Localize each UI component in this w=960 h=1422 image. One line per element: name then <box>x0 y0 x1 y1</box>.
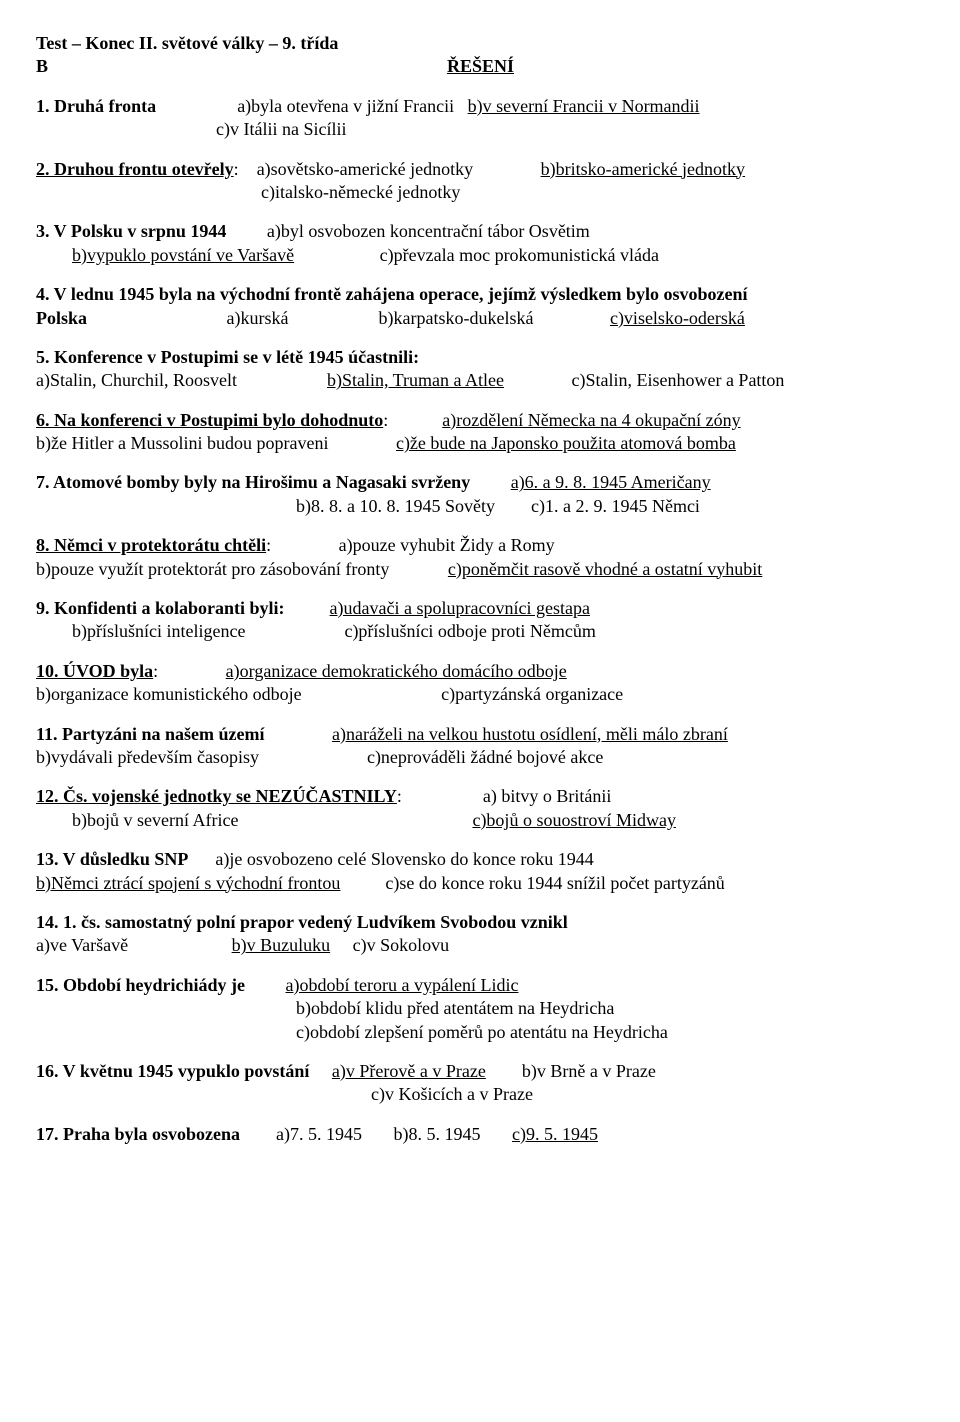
q11-c: c)neprováděli žádné bojové akce <box>367 747 603 767</box>
question-6: 6. Na konferenci v Postupimi bylo dohodn… <box>36 409 924 456</box>
q4-stem1: 4. V lednu 1945 byla na východní frontě … <box>36 284 748 304</box>
q15-stem: 15. Období heydrichiády je <box>36 975 245 995</box>
question-8: 8. Němci v protektorátu chtěli: a)pouze … <box>36 534 924 581</box>
q13-b: b)Němci ztrácí spojení s východní fronto… <box>36 873 340 893</box>
q17-b: b)8. 5. 1945 <box>394 1124 481 1144</box>
q3-c: c)převzala moc prokomunistická vláda <box>380 245 659 265</box>
q10-b: b)organizace komunistického odboje <box>36 684 302 704</box>
q6-stem: 6. Na konferenci v Postupimi bylo dohodn… <box>36 410 383 430</box>
question-17: 17. Praha byla osvobozena a)7. 5. 1945 b… <box>36 1123 924 1146</box>
q14-b: b)v Buzuluku <box>232 935 331 955</box>
q4-c: c)viselsko-oderská <box>610 308 745 328</box>
question-7: 7. Atomové bomby byly na Hirošimu a Naga… <box>36 471 924 518</box>
q10-stem: 10. ÚVOD byla <box>36 661 153 681</box>
question-9: 9. Konfidenti a kolaboranti byli: a)udav… <box>36 597 924 644</box>
q13-stem: 13. V důsledku SNP <box>36 849 188 869</box>
q4-b: b)karpatsko-dukelská <box>379 308 534 328</box>
q5-stem: 5. Konference v Postupimi se v létě 1945… <box>36 347 419 367</box>
q2-b: b)britsko-americké jednotky <box>541 159 745 179</box>
q11-b: b)vydávali především časopisy <box>36 747 259 767</box>
q9-b: b)příslušníci inteligence <box>72 621 245 641</box>
q3-a: a)byl osvobozen koncentrační tábor Osvět… <box>267 221 590 241</box>
header: Test – Konec II. světové války – 9. tříd… <box>36 32 924 79</box>
q7-c: c)1. a 2. 9. 1945 Němci <box>531 496 700 516</box>
q11-stem: 11. Partyzáni na našem území <box>36 724 264 744</box>
question-10: 10. ÚVOD byla: a)organizace demokratické… <box>36 660 924 707</box>
q2-c: c)italsko-německé jednotky <box>36 181 460 204</box>
q8-b: b)pouze využít protektorát pro zásobován… <box>36 559 389 579</box>
q10-c: c)partyzánská organizace <box>441 684 623 704</box>
q16-b: b)v Brně a v Praze <box>522 1061 656 1081</box>
q12-c: c)bojů o souostroví Midway <box>472 810 675 830</box>
q12-b: b)bojů v severní Africe <box>72 810 238 830</box>
question-4: 4. V lednu 1945 byla na východní frontě … <box>36 283 924 330</box>
q16-a: a)v Přerově a v Praze <box>332 1061 486 1081</box>
question-13: 13. V důsledku SNP a)je osvobozeno celé … <box>36 848 924 895</box>
q1-stem: 1. Druhá fronta <box>36 96 156 116</box>
variant: B <box>36 55 48 78</box>
title: Test – Konec II. světové války – 9. tříd… <box>36 32 924 55</box>
q1-b: b)v severní Francii v Normandii <box>468 96 700 116</box>
q13-c: c)se do konce roku 1944 snížil počet par… <box>385 873 724 893</box>
q15-c: c)období zlepšení poměrů po atentátu na … <box>36 1021 668 1044</box>
q16-stem: 16. V květnu 1945 vypuklo povstání <box>36 1061 309 1081</box>
q9-stem: 9. Konfidenti a kolaboranti byli: <box>36 598 285 618</box>
q14-stem: 14. 1. čs. samostatný polní prapor veden… <box>36 912 568 932</box>
q3-stem: 3. V Polsku v srpnu 1944 <box>36 221 226 241</box>
question-14: 14. 1. čs. samostatný polní prapor veden… <box>36 911 924 958</box>
q2-a: a)sovětsko-americké jednotky <box>257 159 473 179</box>
q10-a: a)organizace demokratického domácího odb… <box>226 661 567 681</box>
q8-colon: : <box>266 535 271 555</box>
q7-a: a)6. a 9. 8. 1945 Američany <box>511 472 711 492</box>
q6-a: a)rozdělení Německa na 4 okupační zóny <box>442 410 740 430</box>
question-3: 3. V Polsku v srpnu 1944 a)byl osvobozen… <box>36 220 924 267</box>
q16-c: c)v Košicích a v Praze <box>36 1083 533 1106</box>
q12-colon: : <box>397 786 402 806</box>
q5-c: c)Stalin, Eisenhower a Patton <box>571 370 784 390</box>
q7-b: b)8. 8. a 10. 8. 1945 Sověty <box>36 495 495 518</box>
question-15: 15. Období heydrichiády je a)období tero… <box>36 974 924 1044</box>
q14-c: c)v Sokolovu <box>353 935 450 955</box>
q1-a: a)byla otevřena v jižní Francii <box>237 96 454 116</box>
question-11: 11. Partyzáni na našem území a)naráželi … <box>36 723 924 770</box>
q9-a: a)udavači a spolupracovníci gestapa <box>330 598 590 618</box>
q6-c: c)že bude na Japonsko použita atomová bo… <box>396 433 736 453</box>
q15-a: a)období teroru a vypálení Lidic <box>286 975 519 995</box>
q13-a: a)je osvobozeno celé Slovensko do konce … <box>215 849 593 869</box>
q1-c: c)v Itálii na Sicílii <box>36 118 924 141</box>
q12-a: a) bitvy o Británii <box>483 786 611 806</box>
q12-stem: 12. Čs. vojenské jednotky se NEZÚČASTNIL… <box>36 786 397 806</box>
q17-stem: 17. Praha byla osvobozena <box>36 1124 240 1144</box>
solution-label: ŘEŠENÍ <box>447 55 924 78</box>
question-16: 16. V květnu 1945 vypuklo povstání a)v P… <box>36 1060 924 1107</box>
q8-a: a)pouze vyhubit Židy a Romy <box>339 535 555 555</box>
q2-colon: : <box>234 159 239 179</box>
q4-a: a)kurská <box>227 308 289 328</box>
q15-b: b)období klidu před atentátem na Heydric… <box>36 997 614 1020</box>
q7-stem: 7. Atomové bomby byly na Hirošimu a Naga… <box>36 472 470 492</box>
q6-b: b)že Hitler a Mussolini budou popraveni <box>36 433 328 453</box>
q6-colon: : <box>383 410 388 430</box>
q5-b: b)Stalin, Truman a Atlee <box>327 370 504 390</box>
q4-stem2: Polska <box>36 308 87 328</box>
q5-a: a)Stalin, Churchil, Roosvelt <box>36 370 237 390</box>
question-2: 2. Druhou frontu otevřely: a)sovětsko-am… <box>36 158 924 205</box>
question-5: 5. Konference v Postupimi se v létě 1945… <box>36 346 924 393</box>
q3-b: b)vypuklo povstání ve Varšavě <box>72 245 294 265</box>
q17-c: c)9. 5. 1945 <box>512 1124 598 1144</box>
question-12: 12. Čs. vojenské jednotky se NEZÚČASTNIL… <box>36 785 924 832</box>
q10-colon: : <box>153 661 158 681</box>
q11-a: a)naráželi na velkou hustotu osídlení, m… <box>332 724 728 744</box>
q2-stem: 2. Druhou frontu otevřely <box>36 159 234 179</box>
question-1: 1. Druhá fronta a)byla otevřena v jižní … <box>36 95 924 142</box>
q9-c: c)příslušníci odboje proti Němcům <box>344 621 595 641</box>
q8-stem: 8. Němci v protektorátu chtěli <box>36 535 266 555</box>
q8-c: c)poněmčit rasově vhodné a ostatní vyhub… <box>448 559 762 579</box>
q17-a: a)7. 5. 1945 <box>276 1124 362 1144</box>
q14-a: a)ve Varšavě <box>36 935 128 955</box>
